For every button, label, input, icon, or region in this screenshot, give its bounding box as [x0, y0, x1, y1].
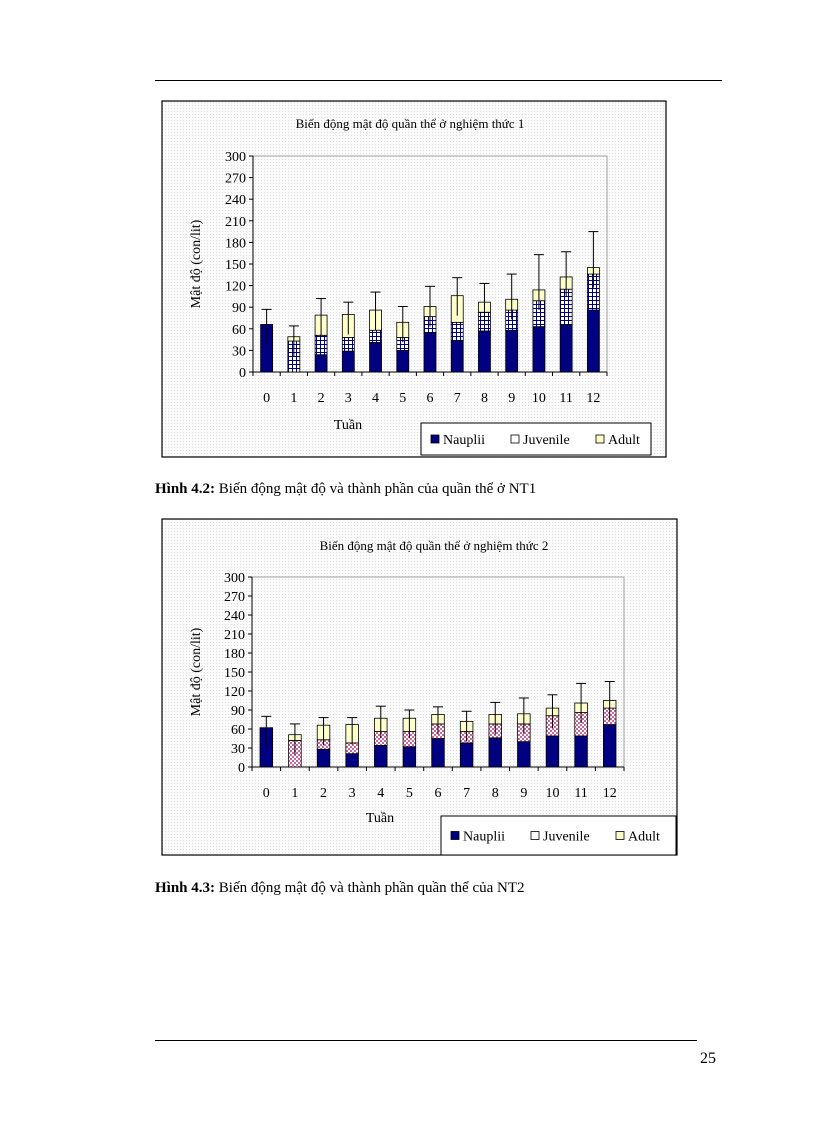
y-tick-label: 60: [232, 323, 246, 338]
y-tick-label: 180: [224, 647, 245, 662]
bar-nauplii: [602, 724, 617, 768]
bar-nauplii: [517, 741, 531, 768]
x-tick-label: 6: [427, 391, 434, 406]
chart-title: Biến động mật độ quần thể ở nghiệm thức …: [296, 116, 525, 131]
x-tick-label: 11: [559, 391, 572, 406]
caption-label: Hình 4.2:: [155, 481, 216, 497]
bar-nauplii: [459, 742, 474, 768]
x-tick-label: 9: [520, 786, 527, 801]
y-tick-label: 60: [231, 723, 245, 738]
x-tick-label: 8: [481, 391, 488, 406]
y-tick-label: 0: [238, 761, 245, 776]
x-tick-label: 4: [377, 786, 384, 801]
figure-caption-4-2: Hình 4.2: Biến động mật độ và thành phần…: [155, 481, 536, 498]
x-tick-label: 10: [545, 786, 559, 801]
legend-label-nauplii: Nauplii: [443, 433, 485, 448]
bar-nauplii: [374, 745, 388, 768]
x-tick-label: 10: [532, 391, 546, 406]
y-tick-label: 30: [231, 742, 245, 757]
x-tick-label: 12: [603, 786, 617, 801]
y-tick-label: 240: [225, 193, 246, 208]
bar-nauplii: [316, 748, 331, 768]
x-tick-label: 1: [290, 391, 297, 406]
y-tick-label: 150: [225, 258, 246, 273]
x-tick-label: 8: [492, 786, 499, 801]
y-tick-label: 270: [224, 590, 245, 605]
x-tick-label: 2: [318, 391, 325, 406]
x-axis-label: Tuần: [334, 418, 362, 433]
caption-text: Biến động mật độ và thành phần của quần …: [215, 481, 537, 497]
y-tick-label: 240: [224, 609, 245, 624]
x-tick-label: 3: [345, 391, 352, 406]
y-tick-label: 120: [225, 280, 246, 295]
y-tick-label: 120: [224, 685, 245, 700]
y-tick-label: 150: [224, 666, 245, 681]
y-tick-label: 90: [232, 301, 246, 316]
chart-nt2: Biến động mật độ quần thể ở nghiệm thức …: [161, 518, 678, 856]
bar-nauplii: [402, 746, 417, 768]
legend-swatch-adult: [595, 434, 605, 444]
x-tick-label: 5: [406, 786, 413, 801]
page-number: 25: [700, 1050, 716, 1067]
y-tick-label: 300: [224, 571, 245, 586]
x-tick-label: 1: [291, 786, 298, 801]
x-tick-label: 7: [463, 786, 470, 801]
legend-label-adult: Adult: [608, 433, 640, 448]
bar-nauplii: [574, 735, 588, 768]
y-tick-label: 90: [231, 704, 245, 719]
x-tick-label: 0: [263, 391, 270, 406]
x-tick-label: 6: [435, 786, 442, 801]
x-tick-label: 3: [349, 786, 356, 801]
x-axis-label: Tuần: [366, 811, 394, 826]
footer-rule: [155, 1040, 697, 1041]
y-axis-label: Mật độ (con/lit): [189, 219, 204, 308]
legend-swatch-juvenile: [510, 434, 520, 444]
y-tick-label: 180: [225, 236, 246, 251]
caption-text: Biến động mật độ và thành phần quần thể …: [215, 880, 525, 896]
y-axis-label: Mật độ (con/lit): [189, 627, 204, 716]
chart-frame: [161, 518, 678, 856]
bar-nauplii: [431, 738, 445, 768]
legend-label-adult: Adult: [628, 830, 660, 845]
legend-swatch-nauplii: [450, 831, 460, 840]
legend-swatch-juvenile: [530, 831, 540, 840]
bar-nauplii: [545, 735, 560, 768]
figure-caption-4-3: Hình 4.3: Biến động mật độ và thành phần…: [155, 880, 525, 897]
x-tick-label: 4: [372, 391, 379, 406]
x-tick-label: 9: [508, 391, 515, 406]
y-tick-label: 0: [239, 366, 246, 381]
chart-title: Biến động mật độ quần thể ở nghiệm thức …: [320, 538, 549, 553]
header-rule: [155, 80, 722, 81]
chart-nt1: Biến động mật độ quần thể ở nghiệm thức …: [161, 100, 667, 458]
legend-swatch-adult: [615, 831, 625, 840]
y-tick-label: 270: [225, 172, 246, 187]
bar-nauplii: [345, 753, 359, 768]
x-tick-label: 0: [263, 786, 270, 801]
bar-nauplii: [488, 737, 502, 768]
y-tick-label: 300: [225, 150, 246, 165]
x-tick-label: 2: [320, 786, 327, 801]
legend: [440, 815, 677, 856]
legend-swatch-nauplii: [430, 434, 440, 444]
legend-label-juvenile: Juvenile: [523, 433, 570, 448]
x-tick-label: 12: [586, 391, 600, 406]
legend: [420, 422, 652, 456]
y-tick-label: 210: [225, 215, 246, 230]
x-tick-label: 7: [454, 391, 461, 406]
caption-label: Hình 4.3:: [155, 880, 216, 896]
legend-label-nauplii: Nauplii: [463, 830, 505, 845]
x-tick-label: 11: [574, 786, 587, 801]
y-tick-label: 210: [224, 628, 245, 643]
legend-label-juvenile: Juvenile: [543, 830, 590, 845]
y-tick-label: 30: [232, 344, 246, 359]
x-tick-label: 5: [399, 391, 406, 406]
chart-frame: [161, 100, 667, 458]
